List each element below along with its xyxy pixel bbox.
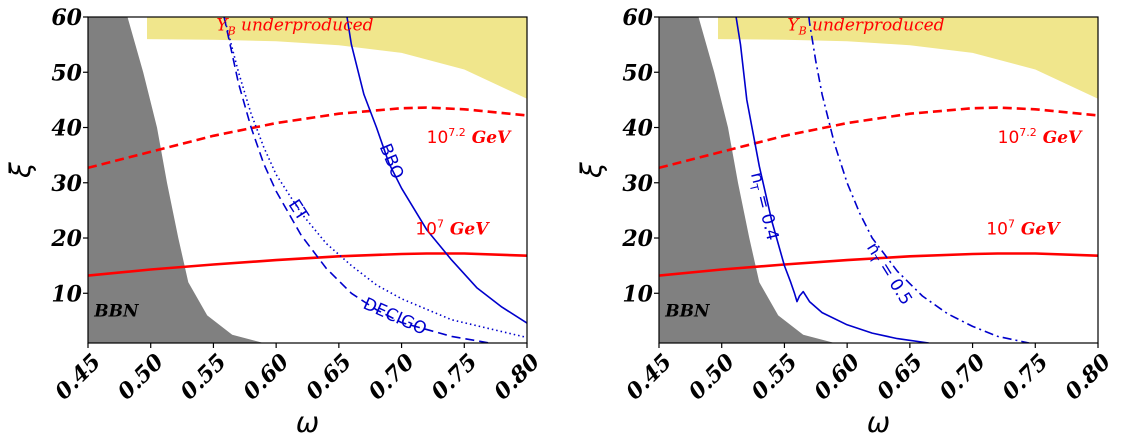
right-10-7-gev-label: 107 GeV	[986, 218, 1061, 240]
left-bbn-region	[88, 17, 264, 343]
right-underproduced-region	[718, 17, 1098, 99]
right-10-7-2-gev-curve	[659, 106, 1098, 170]
left-y-tick-label: 30	[51, 171, 82, 197]
left-y-tick-label: 50	[51, 60, 82, 86]
right-x-tick-label: 0.55	[746, 349, 802, 405]
left-underproduced-region	[147, 17, 527, 99]
right-y-tick-label: 10	[622, 281, 653, 307]
left-x-tick-label: 0.80	[489, 348, 546, 405]
left-10-7-gev-curve	[88, 252, 527, 277]
right-underproduced-label: YB underproduced	[787, 15, 944, 37]
left-y-tick-label: 60	[51, 5, 82, 31]
right-plot-area	[659, 17, 1098, 343]
left-10-7-gev-label: 107 GeV	[415, 218, 490, 240]
right-x-tick-label: 0.45	[621, 349, 677, 405]
right-x-tick-label: 0.75	[997, 349, 1053, 405]
left-10-7-2-gev-label: 107.2 GeV	[427, 126, 512, 148]
right-y-tick-label: 30	[622, 171, 653, 197]
right-nt-0-4-curve	[735, 17, 929, 343]
right-x-tick-label: 0.65	[872, 349, 928, 405]
left-x-tick-label: 0.45	[50, 349, 106, 405]
left-decigo-label: DECIGO	[360, 294, 430, 340]
left-et-label: ET	[284, 196, 313, 225]
right-axes-frame	[658, 16, 1099, 344]
right-nt-0-5-label: nT = 0.5	[860, 239, 916, 310]
left-decigo-curve	[223, 17, 490, 343]
left-bbn-label: BBN	[93, 301, 140, 321]
left-y-tick-label: 40	[51, 116, 82, 142]
right-y-axis-title: ξ	[575, 162, 608, 179]
left-bbo-label: BBO	[375, 141, 408, 182]
left-x-axis-title: ω	[296, 406, 319, 439]
right-bbn-region	[659, 17, 835, 343]
left-x-tick-label: 0.70	[364, 348, 421, 405]
right-y-tick-label: 20	[621, 226, 653, 252]
right-y-tick-label: 40	[622, 116, 653, 142]
left-y-axis-title: ξ	[4, 162, 37, 179]
right-y-tick-label: 60	[622, 5, 653, 31]
right-x-tick-label: 0.70	[935, 348, 992, 405]
left-axes-frame	[87, 16, 528, 344]
left-y-tick-label: 20	[50, 226, 82, 252]
right-nt-0-5-curve	[808, 17, 1030, 343]
right-x-tick-label: 0.80	[1060, 348, 1117, 405]
right-bbn-label: BBN	[664, 301, 711, 321]
right-x-tick-label: 0.50	[684, 348, 741, 405]
right-10-7-gev-curve	[659, 252, 1098, 277]
left-10-7-2-gev-curve	[88, 106, 527, 170]
left-x-tick-label: 0.65	[301, 349, 357, 405]
left-plot-area	[88, 17, 527, 343]
left-underproduced-label: YB underproduced	[216, 15, 373, 37]
left-bbo-curve	[346, 17, 527, 324]
left-y-tick-label: 10	[51, 281, 82, 307]
left-x-tick-label: 0.50	[113, 348, 170, 405]
left-x-tick-label: 0.75	[426, 349, 482, 405]
left-x-tick-label: 0.55	[175, 349, 231, 405]
left-x-tick-label: 0.60	[238, 348, 295, 405]
right-x-axis-title: ω	[867, 406, 890, 439]
right-nt-0-4-label: nT = 0.4	[744, 170, 782, 243]
right-10-7-2-gev-label: 107.2 GeV	[998, 126, 1083, 148]
right-x-tick-label: 0.60	[809, 348, 866, 405]
right-y-tick-label: 50	[622, 60, 653, 86]
